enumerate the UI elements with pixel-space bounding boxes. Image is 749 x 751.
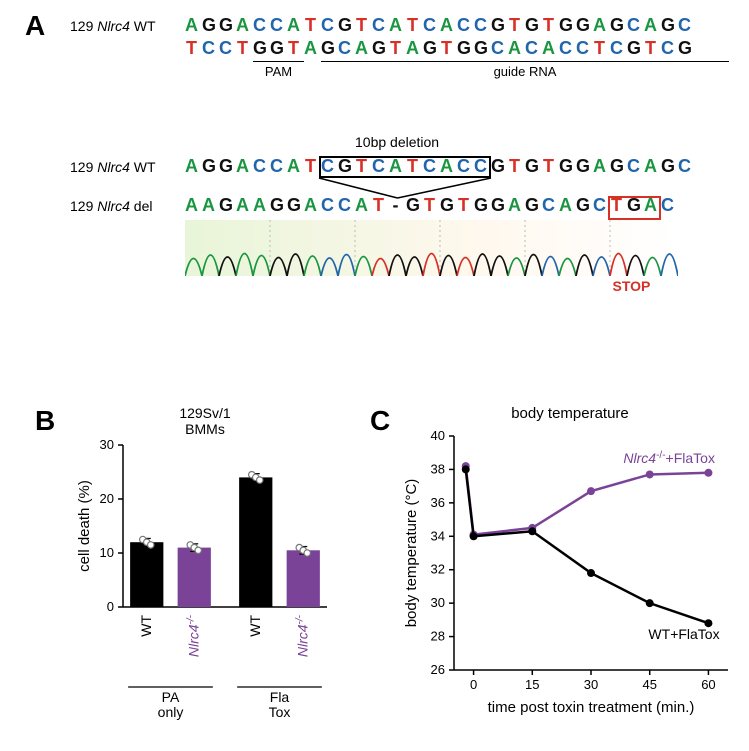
svg-text:60: 60 bbox=[701, 677, 715, 692]
panel-a: 129 Nlrc4 WT AGGACCATCGTCATCACCGTGTGGAGC… bbox=[70, 15, 730, 218]
svg-text:Nlrc4-/-+FlaTox: Nlrc4-/-+FlaTox bbox=[623, 449, 715, 466]
panel-b: 129Sv/1 BMMs 0 10 20 30 cell death (%) PAonly… bbox=[75, 405, 335, 735]
svg-text:0: 0 bbox=[107, 599, 114, 614]
svg-text:Nlrc4-/-: Nlrc4-/- bbox=[294, 614, 311, 657]
svg-text:32: 32 bbox=[431, 562, 445, 577]
svg-text:45: 45 bbox=[642, 677, 656, 692]
row1-label-suffix: WT bbox=[130, 18, 156, 34]
svg-text:40: 40 bbox=[431, 428, 445, 443]
row3-label-italic: Nlrc4 bbox=[97, 159, 130, 175]
svg-text:30: 30 bbox=[431, 595, 445, 610]
panel-label-b: B bbox=[35, 405, 55, 437]
svg-text:30: 30 bbox=[584, 677, 598, 692]
row4-label-italic: Nlrc4 bbox=[97, 198, 130, 214]
svg-text:20: 20 bbox=[100, 491, 114, 506]
row4-label-prefix: 129 bbox=[70, 198, 97, 214]
row4-label-suffix: del bbox=[130, 198, 153, 214]
row3-label-prefix: 129 bbox=[70, 159, 97, 175]
row1-label-italic: Nlrc4 bbox=[97, 18, 130, 34]
bar-chart: 0 10 20 30 cell death (%) PAonly FlaTox WT Nlrc4… bbox=[75, 437, 335, 737]
svg-text:WT+FlaTox: WT+FlaTox bbox=[648, 626, 719, 642]
svg-text:26: 26 bbox=[431, 662, 445, 677]
panel-b-title: 129Sv/1 BMMs bbox=[75, 405, 335, 437]
seq-row-2-sequence: TCCTGGTAGCAGTAGTGGCACACCTCGTCG bbox=[185, 38, 695, 59]
stop-codon-label: STOP bbox=[613, 278, 651, 294]
svg-text:cell death (%): cell death (%) bbox=[76, 480, 93, 572]
panel-b-title-line2: BMMs bbox=[185, 421, 225, 437]
deletion-box-label: 10bp deletion bbox=[355, 134, 439, 150]
row3-label-suffix: WT bbox=[130, 159, 156, 175]
svg-text:10: 10 bbox=[100, 545, 114, 560]
svg-text:38: 38 bbox=[431, 461, 445, 476]
seq-row-1: 129 Nlrc4 WT AGGACCATCGTCATCACCGTGTGGAGC… bbox=[70, 15, 730, 36]
svg-text:0: 0 bbox=[470, 677, 477, 692]
seq-row-2: TCCTGGTAGCAGTAGTGGCACACCTCGTCG bbox=[70, 38, 730, 59]
seq-row-4-label: 129 Nlrc4 del bbox=[70, 198, 185, 214]
seq-row-4-sequence: AAGAAGGACCAT-GTGTGGAGCAGCTGAC bbox=[185, 195, 678, 216]
svg-text:Nlrc4-/-: Nlrc4-/- bbox=[185, 614, 202, 657]
svg-text:WT: WT bbox=[247, 615, 263, 637]
panel-c: body temperature 26 28 30 32 34 36 38 40 0 15 30 45… bbox=[400, 405, 740, 735]
svg-text:only: only bbox=[158, 704, 184, 720]
svg-text:time post toxin treatment (min: time post toxin treatment (min.) bbox=[488, 699, 695, 716]
svg-text:Tox: Tox bbox=[269, 704, 291, 720]
seq-annotation-row: PAMguide RNA bbox=[185, 61, 730, 79]
svg-text:34: 34 bbox=[431, 528, 445, 543]
panel-c-title: body temperature bbox=[400, 405, 740, 422]
svg-text:PA: PA bbox=[162, 689, 180, 705]
svg-text:15: 15 bbox=[525, 677, 539, 692]
seq-row-1-sequence: AGGACCATCGTCATCACCGTGTGGAGCAGC bbox=[185, 15, 695, 36]
seq-row-3-sequence: AGGACCATCGTCATCACCGTGTGGAGCAGC bbox=[185, 156, 695, 177]
svg-text:28: 28 bbox=[431, 629, 445, 644]
seq-row-4: 129 Nlrc4 del AAGAAGGACCAT-GTGTGGAGCAGCT… bbox=[70, 195, 730, 216]
svg-text:WT: WT bbox=[138, 615, 154, 637]
chromatogram-icon bbox=[185, 220, 678, 276]
svg-text:Fla: Fla bbox=[270, 689, 290, 705]
panel-b-title-line1: 129Sv/1 bbox=[179, 405, 230, 421]
seq-row-1-label: 129 Nlrc4 WT bbox=[70, 18, 185, 34]
line-chart: 26 28 30 32 34 36 38 40 0 15 30 45 60 body temperatur… bbox=[400, 422, 740, 722]
svg-text:body temperature (°C): body temperature (°C) bbox=[403, 479, 420, 628]
panel-label-a: A bbox=[25, 10, 45, 42]
svg-text:30: 30 bbox=[100, 437, 114, 452]
seq-row-3-label: 129 Nlrc4 WT bbox=[70, 159, 185, 175]
svg-text:36: 36 bbox=[431, 495, 445, 510]
row1-label-prefix: 129 bbox=[70, 18, 97, 34]
panel-label-c: C bbox=[370, 405, 390, 437]
